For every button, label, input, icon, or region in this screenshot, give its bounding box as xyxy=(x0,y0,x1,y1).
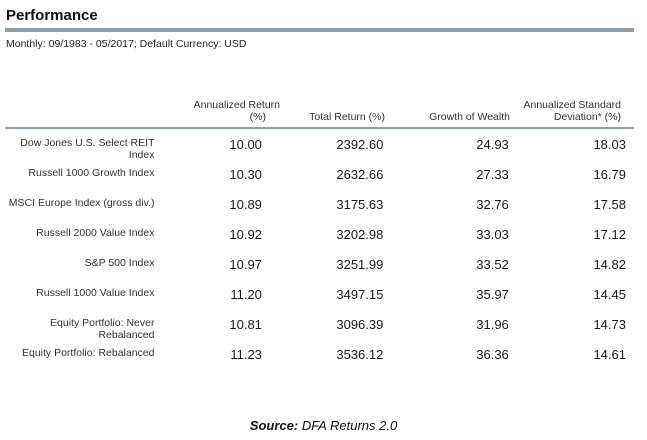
annualized-return-cell: 10.92 xyxy=(229,227,262,242)
header-growth-of-wealth-line1: Growth of Wealth xyxy=(429,111,510,123)
row-index-name-line: Russell 1000 Growth Index xyxy=(28,167,155,179)
std-dev-cell: 16.79 xyxy=(593,167,626,182)
source-note: Source: DFA Returns 2.0 xyxy=(0,418,647,433)
std-dev-cell: 14.61 xyxy=(593,347,626,362)
growth-of-wealth-cell: 33.52 xyxy=(476,257,509,272)
header-std-dev-line1: Annualized Standard xyxy=(523,99,622,111)
header-annualized-return: Annualized Return (%) xyxy=(165,99,280,123)
row-index-name-line: Russell 2000 Value Index xyxy=(36,227,155,239)
total-return-cell: 3497.15 xyxy=(336,287,384,302)
growth-of-wealth-cell: 36.36 xyxy=(476,347,509,362)
row-index-name-line: Equity Portfolio: Rebalanced xyxy=(21,347,155,359)
header-growth-of-wealth: Growth of Wealth xyxy=(395,111,510,123)
growth-of-wealth-cell: 33.03 xyxy=(476,227,509,242)
header-std-dev-line2: Deviation* (%) xyxy=(553,111,621,123)
row-index-name-line: Index xyxy=(128,149,155,161)
performance-table: Annualized Return (%) Total Return (%) G… xyxy=(5,96,634,377)
table-row: Equity Portfolio: Never Rebalanced 10.81 30… xyxy=(5,317,634,347)
annualized-return-cell: 10.89 xyxy=(229,197,262,212)
header-annualized-return-line1: Annualized Return xyxy=(193,99,280,111)
page-title: Performance xyxy=(6,7,98,24)
growth-of-wealth-cell: 32.76 xyxy=(476,197,509,212)
total-return-cell: 3536.12 xyxy=(336,347,384,362)
table-body: Dow Jones U.S. Select REIT Index 10.00 2392… xyxy=(5,137,634,377)
row-index-name: Russell 2000 Value Index xyxy=(5,227,154,239)
row-index-name: Russell 1000 Value Index xyxy=(5,287,154,299)
row-index-name-line: MSCI Europe Index (gross div.) xyxy=(8,197,155,209)
row-index-name-line: Equity Portfolio: Never xyxy=(50,317,155,329)
header-annualized-return-line2: (%) xyxy=(249,111,266,123)
total-return-cell: 3096.39 xyxy=(336,317,384,332)
table-row: Dow Jones U.S. Select REIT Index 10.00 2392… xyxy=(5,137,634,167)
source-label: Source: xyxy=(249,418,299,433)
annualized-return-cell: 11.20 xyxy=(230,287,262,302)
header-total-return-line1: Total Return (%) xyxy=(309,111,385,123)
date-range-subtitle: Monthly: 09/1983 - 05/2017; Default Curr… xyxy=(6,38,247,50)
table-row: Russell 1000 Growth Index 10.30 2632.66 27.… xyxy=(5,167,634,197)
total-return-cell: 2632.66 xyxy=(336,167,384,182)
annualized-return-cell: 10.97 xyxy=(229,257,262,272)
std-dev-cell: 17.58 xyxy=(593,197,626,212)
growth-of-wealth-cell: 31.96 xyxy=(476,317,509,332)
std-dev-cell: 14.73 xyxy=(593,317,626,332)
header-annualized-std-dev: Annualized Standard Deviation* (%) xyxy=(510,99,629,123)
row-index-name: Dow Jones U.S. Select REIT Index xyxy=(5,137,154,161)
std-dev-cell: 17.12 xyxy=(593,227,626,242)
source-value: DFA Returns 2.0 xyxy=(298,418,398,433)
header-divider xyxy=(5,127,634,129)
row-index-name-line: Rebalanced xyxy=(98,329,155,341)
row-index-name-line: Russell 1000 Value Index xyxy=(36,287,155,299)
total-return-cell: 3175.63 xyxy=(336,197,384,212)
std-dev-cell: 18.03 xyxy=(593,137,626,152)
total-return-cell: 3202.98 xyxy=(336,227,384,242)
row-index-name: Equity Portfolio: Rebalanced xyxy=(5,347,155,359)
table-row: Russell 2000 Value Index 10.92 3202.98 33.0… xyxy=(5,227,634,257)
row-index-name-line: S&P 500 Index xyxy=(84,257,155,269)
total-return-cell: 3251.99 xyxy=(336,257,384,272)
table-row: Equity Portfolio: Rebalanced 11.23 3536.12… xyxy=(5,347,634,377)
total-return-cell: 2392.60 xyxy=(336,137,384,152)
annualized-return-cell: 10.30 xyxy=(229,167,262,182)
row-index-name: S&P 500 Index xyxy=(5,257,155,269)
title-divider xyxy=(5,28,634,32)
table-row: MSCI Europe Index (gross div.) 10.89 3175.… xyxy=(5,197,634,227)
table-row: S&P 500 Index 10.97 3251.99 33.52 14.82 xyxy=(5,257,634,287)
annualized-return-cell: 10.00 xyxy=(229,137,262,152)
growth-of-wealth-cell: 27.33 xyxy=(476,167,509,182)
growth-of-wealth-cell: 24.93 xyxy=(476,137,509,152)
annualized-return-cell: 11.23 xyxy=(230,347,262,362)
table-row: Russell 1000 Value Index 11.20 3497.15 35.9… xyxy=(5,287,634,317)
std-dev-cell: 14.82 xyxy=(593,257,626,272)
row-index-name: MSCI Europe Index (gross div.) xyxy=(5,197,155,209)
table-header-row: Annualized Return (%) Total Return (%) G… xyxy=(5,96,634,123)
row-index-name-line: Dow Jones U.S. Select REIT xyxy=(20,137,155,149)
header-total-return: Total Return (%) xyxy=(280,111,395,123)
growth-of-wealth-cell: 35.97 xyxy=(476,287,509,302)
std-dev-cell: 14.45 xyxy=(593,287,626,302)
row-index-name: Russell 1000 Growth Index xyxy=(5,167,154,179)
annualized-return-cell: 10.81 xyxy=(229,317,262,332)
row-index-name: Equity Portfolio: Never Rebalanced xyxy=(5,317,154,341)
